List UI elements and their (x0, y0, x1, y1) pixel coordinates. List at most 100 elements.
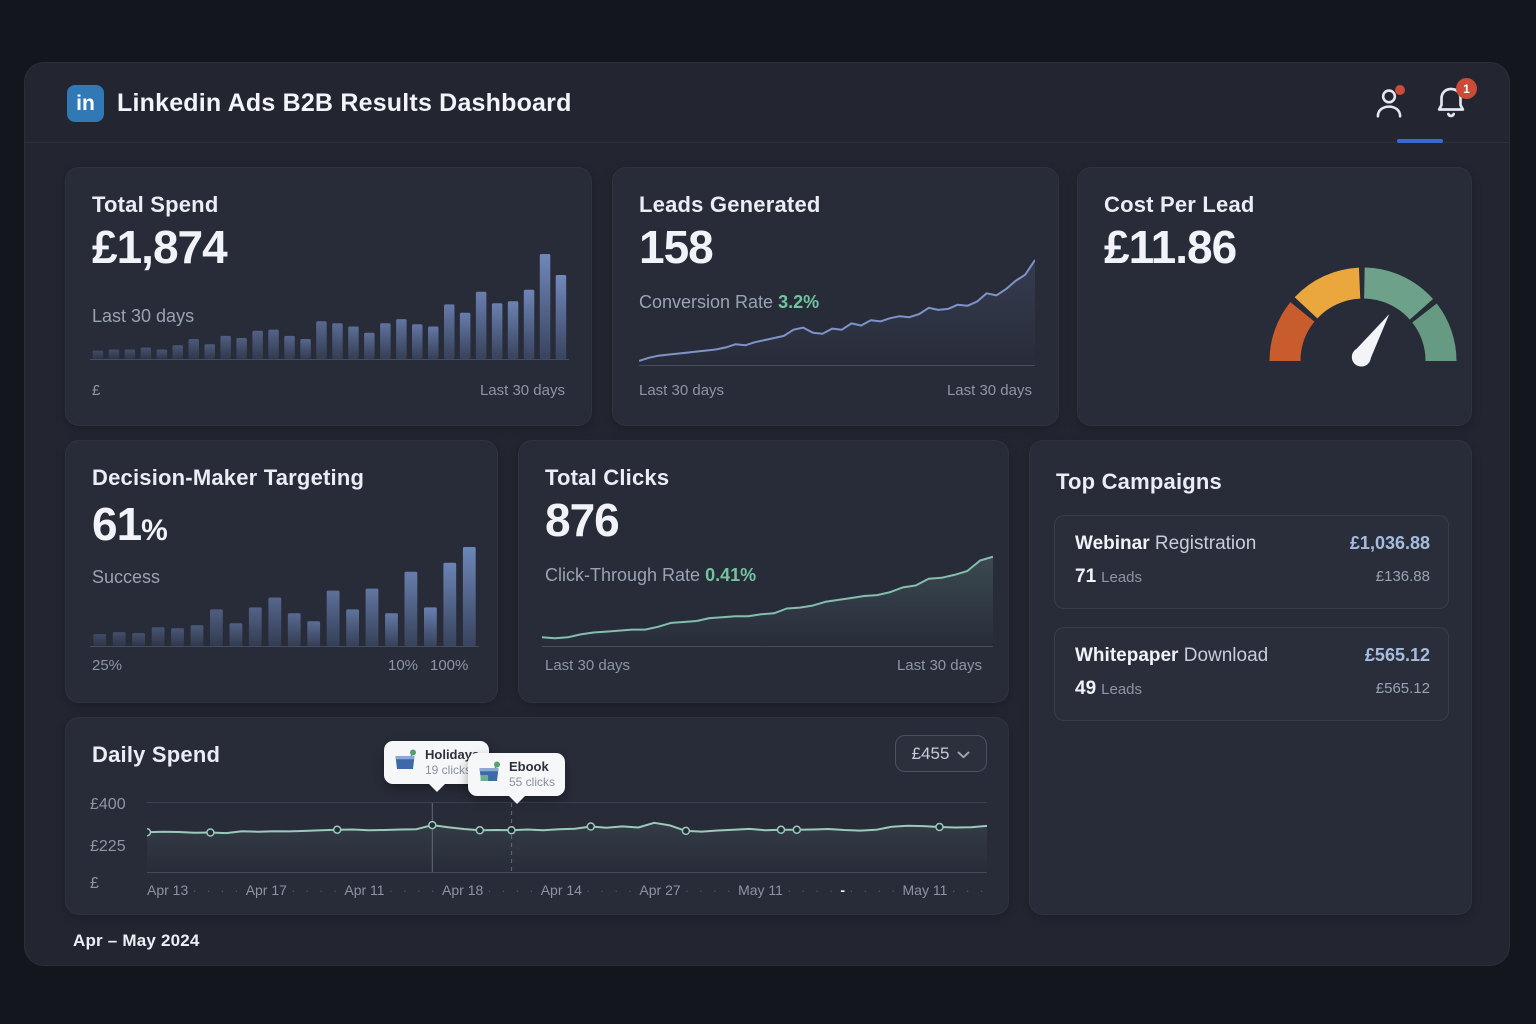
tooltip-title: Ebook (509, 759, 549, 774)
tooltip-subtitle: 55 clicks (509, 775, 556, 790)
decision-axis-left: 25% (92, 657, 123, 674)
daily-x-label: Apr 14 (540, 882, 582, 898)
campaign-item-whitepaper[interactable]: Whitepaper Download £565.12 49 Leads £565… (1054, 627, 1449, 721)
ebook-tooltip-icon (476, 760, 502, 789)
daily-y-label-225: £225 (90, 838, 126, 855)
dropdown-value: £455 (911, 743, 950, 763)
total-spend-period: Last 30 days (92, 306, 195, 326)
clicks-rate: Click-Through Rate 0.41% (545, 565, 756, 586)
total-spend-axis-right: Last 30 days (479, 382, 565, 399)
linkedin-logo: in (67, 85, 104, 122)
campaign-leads: 71 Leads (1075, 566, 1142, 588)
leads-line-chart (639, 259, 1035, 366)
conversion-rate-value: 3.2% (778, 292, 820, 312)
daily-x-label: May 11 (738, 882, 783, 898)
ebook-tooltip-text: Ebook 55 clicks (509, 759, 555, 790)
decision-title: Decision-Maker Targeting (92, 465, 365, 490)
leads-generated-card: Leads Generated 158 Conversion Rate 3.2%… (612, 167, 1059, 426)
top-campaigns-card: Top Campaigns Webinar Registration £1,03… (1029, 440, 1472, 915)
axis-dots: · · · · (388, 882, 438, 898)
holidays-tooltip-text: Holidays 19 clicks (425, 747, 479, 778)
date-range-label: Apr – May 2024 (73, 931, 200, 950)
daily-spend-line-chart (147, 803, 987, 872)
dashboard-panel: in Linkedin Ads B2B Results Dashboard (24, 62, 1510, 966)
ctr-value: 0.41% (705, 565, 757, 585)
campaign-name: Webinar Registration (1075, 533, 1256, 555)
campaign-amount: £565.12 (1364, 645, 1430, 665)
decision-axis-right: 100% (430, 657, 469, 674)
daily-x-label: Apr 18 (442, 882, 484, 898)
decision-bar-chart (90, 547, 479, 647)
conversion-rate-label: Conversion Rate (639, 292, 774, 312)
campaign-item-webinar[interactable]: Webinar Registration £1,036.88 71 Leads £… (1054, 515, 1449, 609)
top-campaigns-title: Top Campaigns (1056, 469, 1222, 494)
daily-x-label: Apr 17 (245, 882, 287, 898)
daily-x-label: Apr 27 (639, 882, 681, 898)
campaign-leads-label: Leads (1101, 569, 1143, 586)
spend-filter-dropdown[interactable]: £455 (895, 735, 987, 772)
profile-alert-dot (1395, 85, 1405, 95)
campaign-leads-value: 71 (1075, 566, 1097, 587)
daily-spend-title: Daily Spend (92, 742, 221, 767)
clicks-axis: Last 30 days Last 30 days (545, 657, 982, 674)
tooltip-title: Holidays (425, 747, 480, 762)
decision-value: 61% (92, 497, 168, 551)
leads-title: Leads Generated (639, 192, 821, 217)
tooltip-subtitle: 19 clicks (425, 763, 472, 778)
ebook-tooltip: Ebook 55 clicks (468, 753, 566, 805)
cost-per-lead-gauge (1269, 267, 1457, 367)
decision-axis-mid: 10% (388, 657, 419, 674)
axis-dots: · · · · (192, 882, 242, 898)
daily-spend-card: Daily Spend Holidays 19 clicks (65, 717, 1009, 915)
decision-subtitle: Success (92, 567, 161, 587)
axis-dots: · · · · (787, 882, 837, 898)
campaign-name-rest: Download (1183, 645, 1269, 666)
notifications-button[interactable]: 1 (1431, 78, 1477, 126)
axis-dots: · · · · (487, 882, 537, 898)
axis-dots: · · · · (684, 882, 734, 898)
axis-dots: · · · · (291, 882, 341, 898)
total-spend-card: Total Spend £1,874 Last 30 days £ Last 3… (65, 167, 592, 426)
total-spend-title: Total Spend (92, 192, 219, 217)
campaign-name-bold: Webinar (1075, 533, 1150, 554)
clicks-axis-left: Last 30 days (545, 657, 631, 674)
axis-dots: · · · · (586, 882, 636, 898)
total-clicks-card: Total Clicks 876 Click-Through Rate 0.41… (518, 440, 1009, 703)
decision-value-number: 61 (92, 498, 142, 550)
campaign-secondary-amount: £565.12 (1375, 680, 1430, 697)
user-icon (1371, 89, 1407, 124)
campaign-leads: 49 Leads (1075, 678, 1142, 700)
clicks-area-chart (542, 555, 993, 647)
campaign-name-rest: Registration (1154, 533, 1257, 554)
daily-x-label: Apr 11 (344, 882, 385, 898)
holidays-tooltip-icon (392, 748, 418, 777)
profile-button[interactable] (1371, 85, 1407, 121)
total-spend-bar-chart (90, 254, 569, 360)
leads-axis-right: Last 30 days (946, 382, 1032, 399)
campaign-secondary-amount: £136.88 (1375, 568, 1430, 585)
daily-x-label: Apr 13 (147, 882, 189, 898)
leads-conversion: Conversion Rate 3.2% (639, 292, 819, 313)
axis-dots: · · · (951, 882, 987, 898)
daily-baseline (147, 872, 987, 873)
axis-dash: - (840, 882, 846, 898)
leads-axis: Last 30 days Last 30 days (639, 382, 1032, 399)
header: in Linkedin Ads B2B Results Dashboard (25, 63, 1509, 143)
daily-x-axis: Apr 13 · · · · Apr 17 · · · · Apr 11 · · · · A… (147, 882, 987, 898)
total-spend-axis-left: £ (92, 382, 101, 399)
cost-per-lead-card: Cost Per Lead £11.86 (1077, 167, 1472, 426)
page-title: Linkedin Ads B2B Results Dashboard (117, 89, 572, 117)
cost-per-lead-value: £11.86 (1104, 221, 1237, 273)
axis-dots: · · · · (849, 882, 899, 898)
leads-axis-left: Last 30 days (639, 382, 725, 399)
decision-targeting-card: Decision-Maker Targeting 61% Success 25%… (65, 440, 498, 703)
campaign-amount: £1,036.88 (1349, 533, 1430, 553)
bell-icon (1431, 87, 1471, 126)
total-spend-axis: £ Last 30 days (92, 382, 565, 399)
campaign-name: Whitepaper Download (1075, 645, 1268, 667)
clicks-title: Total Clicks (545, 465, 670, 490)
chevron-down-icon (957, 744, 970, 764)
campaign-leads-label: Leads (1101, 681, 1143, 698)
active-tab-indicator (1397, 139, 1443, 143)
